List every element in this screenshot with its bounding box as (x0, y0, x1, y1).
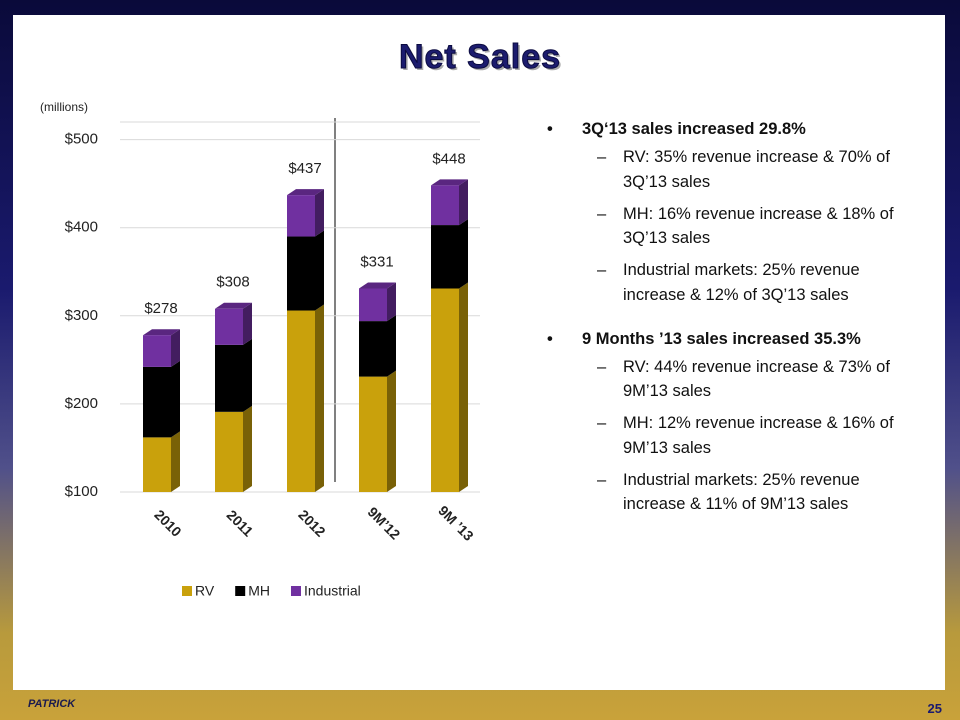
y-tick-label: $200 (65, 395, 98, 412)
legend-label: MH (248, 583, 270, 599)
legend-swatch (182, 586, 192, 596)
bullet-list: 3Q‘13 sales increased 29.8% RV: 35% reven… (545, 120, 925, 539)
bar-top (287, 189, 324, 196)
total-label: $331 (360, 253, 393, 270)
total-label: $448 (432, 150, 465, 167)
total-label: $437 (288, 160, 321, 177)
bar-front (359, 376, 387, 492)
legend-swatch (235, 586, 246, 596)
bar-front (143, 366, 171, 438)
bar-side (243, 302, 252, 345)
sub-bullet: Industrial markets: 25% revenue increase… (545, 468, 925, 518)
bar-front (215, 344, 243, 412)
bar-side (459, 219, 468, 289)
bar-side (459, 282, 468, 492)
bullet: 3Q‘13 sales increased 29.8% (545, 120, 925, 139)
y-tick-label: $300 (65, 307, 98, 324)
x-tick-label: 2011 (224, 507, 257, 540)
bar-segment (143, 360, 180, 438)
bar-side (243, 405, 252, 492)
page-number: 25 (927, 701, 942, 716)
bar-side (171, 431, 180, 492)
bar-side (315, 304, 324, 492)
bar-top (359, 282, 396, 289)
x-tick-label: 9M ’13 (435, 502, 477, 544)
bar-front (143, 437, 171, 492)
bar-side (171, 360, 180, 438)
bar-front (215, 308, 243, 345)
bar-segment (143, 431, 180, 492)
bar-front (287, 310, 315, 492)
bar-segment (215, 302, 252, 345)
bar-segment (143, 329, 180, 367)
bar-segment (431, 282, 468, 492)
bar-front (215, 411, 243, 492)
bar-front (431, 185, 459, 226)
x-tick-label: 2010 (151, 506, 184, 539)
bar-top (215, 302, 252, 309)
bar-side (387, 282, 396, 322)
bar-segment (287, 304, 324, 492)
bar-side (387, 315, 396, 377)
sub-bullet: MH: 16% revenue increase & 18% of 3Q’13 … (545, 202, 925, 252)
legend-label: Industrial (304, 583, 361, 599)
y-tick-label: $500 (65, 131, 98, 148)
bullet-group: 9 Months ’13 sales increased 35.3% RV: 44… (545, 330, 925, 518)
bar-segment (431, 179, 468, 226)
sub-bullet: Industrial markets: 25% revenue increase… (545, 258, 925, 308)
bar-top (431, 179, 468, 186)
bar-segment (359, 315, 396, 377)
bar-segment (431, 219, 468, 289)
sub-bullet: RV: 35% revenue increase & 70% of 3Q’13 … (545, 145, 925, 195)
bar-side (243, 338, 252, 412)
logo: PATRICK (28, 698, 76, 710)
bar-side (315, 189, 324, 237)
bar-front (287, 236, 315, 311)
footer: PATRICK 25 (0, 695, 960, 720)
bullet-group: 3Q‘13 sales increased 29.8% RV: 35% reven… (545, 120, 925, 308)
bar-side (171, 329, 180, 367)
bar-front (431, 288, 459, 492)
bar-segment (287, 230, 324, 311)
slide-title: Net Sales (398, 38, 562, 77)
total-label: $308 (216, 274, 249, 291)
bar-top (143, 329, 180, 336)
sub-bullet: MH: 12% revenue increase & 16% of 9M’13 … (545, 411, 925, 461)
bar-side (315, 230, 324, 311)
x-tick-label: 9M’12 (365, 504, 404, 543)
bar-front (287, 195, 315, 237)
bar-segment (359, 370, 396, 492)
bar-front (359, 321, 387, 377)
bar-segment (215, 405, 252, 492)
y-tick-label: $100 (65, 483, 98, 500)
bar-front (143, 335, 171, 367)
bar-front (431, 225, 459, 289)
sub-bullet: RV: 44% revenue increase & 73% of 9M’13 … (545, 355, 925, 405)
x-tick-label: 2012 (295, 506, 328, 539)
y-tick-label: $400 (65, 219, 98, 236)
y-axis-label: (millions) (40, 100, 88, 114)
legend-swatch (290, 586, 301, 596)
bullet: 9 Months ’13 sales increased 35.3% (545, 330, 925, 349)
bar-segment (215, 338, 252, 412)
legend-label: RV (195, 583, 215, 599)
bar-segment (359, 282, 396, 322)
bar-front (359, 288, 387, 322)
bar-segment (287, 189, 324, 237)
total-label: $278 (144, 300, 177, 317)
bar-side (459, 179, 468, 226)
bar-side (387, 370, 396, 492)
